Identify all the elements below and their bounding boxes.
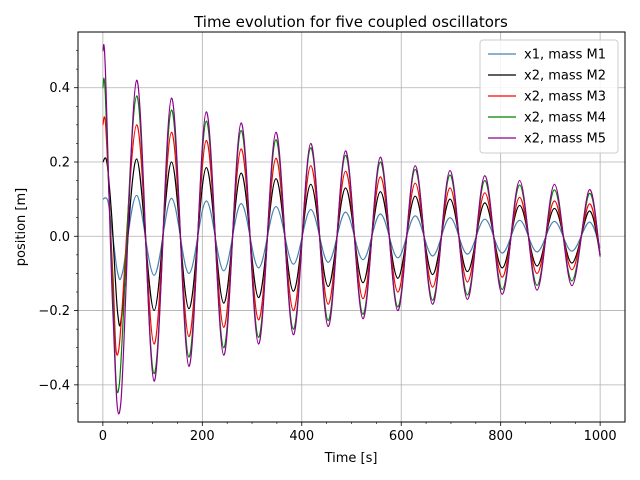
legend-entry-label: x2, mass M4 bbox=[524, 111, 606, 126]
plot-frame bbox=[77, 31, 626, 423]
y-tick-label: 0.0 bbox=[49, 230, 70, 245]
legend: x1, mass M1 x2, mass M2 x2, mass M3 x2, mas… bbox=[479, 39, 619, 154]
series-line-1 bbox=[102, 194, 601, 281]
y-axis-label: position [m] bbox=[14, 188, 29, 266]
x-tick-label: 600 bbox=[389, 429, 414, 444]
x-tick-label: 0 bbox=[99, 429, 107, 444]
y-tick-label: −0.4 bbox=[38, 378, 70, 393]
x-axis: 0 200 400 600 800 1000 bbox=[99, 422, 617, 444]
y-tick-label: 0.4 bbox=[49, 81, 70, 96]
chart-title: Time evolution for five coupled oscillat… bbox=[193, 13, 508, 31]
x-axis-label: Time [s] bbox=[324, 451, 378, 466]
series-line-5 bbox=[102, 43, 601, 415]
legend-entry-label: x2, mass M2 bbox=[524, 69, 606, 84]
series-layer bbox=[102, 43, 601, 415]
x-tick-label: 800 bbox=[488, 429, 513, 444]
y-tick-label: 0.2 bbox=[49, 156, 70, 171]
legend-entry-label: x2, mass M3 bbox=[524, 90, 606, 105]
y-axis: −0.4 −0.2 0.0 0.2 0.4 bbox=[38, 81, 78, 393]
x-tick-label: 400 bbox=[289, 429, 314, 444]
legend-entry-label: x1, mass M1 bbox=[524, 48, 606, 63]
legend-entry-label: x2, mass M5 bbox=[524, 132, 606, 147]
x-tick-label: 200 bbox=[190, 429, 215, 444]
x-tick-label: 1000 bbox=[584, 429, 617, 444]
y-tick-label: −0.2 bbox=[38, 304, 70, 319]
legend-box bbox=[479, 39, 619, 154]
series-line-2 bbox=[102, 157, 601, 327]
